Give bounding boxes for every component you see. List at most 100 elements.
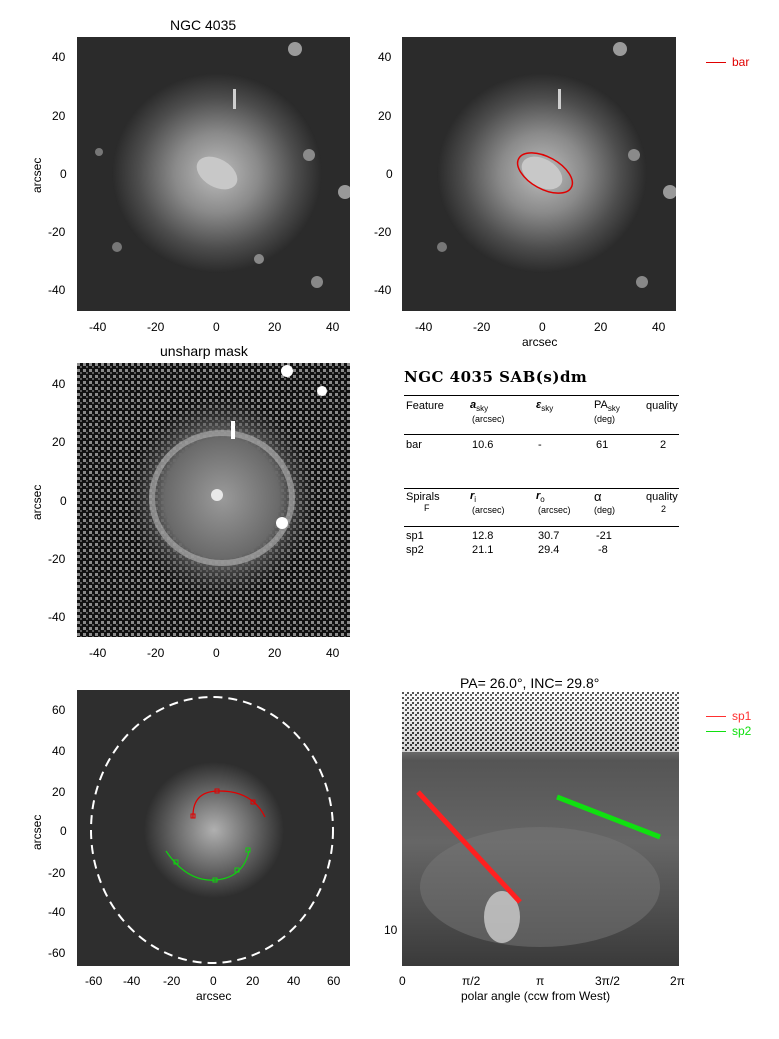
y-axis-label: arcsec: [30, 814, 44, 850]
legend-sp2-label: sp2: [732, 724, 752, 738]
header-pa-sym: PA: [594, 399, 608, 411]
bar-row-pa: 61: [596, 439, 609, 451]
legend-sp2-line: [706, 731, 726, 733]
x-tick: 40: [326, 320, 340, 334]
spiral-header-alpha: α: [594, 489, 602, 504]
header-e-sky: εsky: [536, 399, 553, 413]
table-rule: [404, 395, 679, 396]
x-tick: 0: [213, 320, 220, 334]
spiral-fit-line-sp1: [416, 790, 522, 904]
header-pa-unit: (deg): [594, 414, 616, 424]
spiral-row-ri: 12.8: [472, 530, 494, 542]
header-pa-sky: PAsky: [594, 399, 620, 413]
header-pa-sub: sky: [607, 404, 620, 414]
x-tick: -20: [147, 646, 165, 660]
x-axis-label: arcsec: [522, 335, 558, 349]
x-tick: 40: [326, 646, 340, 660]
legend-sp1: sp1: [706, 709, 751, 723]
x-tick: -20: [147, 320, 165, 334]
header-a-sub: sky: [476, 404, 489, 414]
y-tick: 0: [60, 167, 67, 181]
legend-bar-label: bar: [732, 55, 750, 69]
header-a-unit: (arcsec): [472, 414, 505, 424]
y-tick: 0: [60, 494, 67, 508]
y-tick: -20: [48, 866, 66, 880]
table-title: NGC 4035 SAB(s)dm: [404, 368, 588, 386]
table-rule: [404, 434, 679, 435]
unsharp-mask-panel: [77, 363, 350, 637]
x-tick: 40: [287, 974, 301, 988]
spiral-row-ro: 29.4: [538, 544, 560, 556]
legend-sp1-label: sp1: [732, 709, 752, 723]
galaxy-bar-fit-panel: [402, 37, 676, 311]
spiral-fit-line-sp2: [556, 794, 661, 840]
legend-bar-line: [706, 62, 726, 64]
polar-projection-image: [402, 692, 679, 966]
y-tick: -40: [48, 905, 66, 919]
spiral-header-quality: quality: [646, 491, 678, 503]
y-tick: 10: [384, 923, 398, 937]
spiral-header-ro-unit: (arcsec): [538, 505, 571, 515]
spiral-header-ro: ro: [536, 490, 545, 504]
x-tick: 0: [399, 974, 406, 988]
header-e-sub: sky: [541, 404, 554, 414]
y-tick: 40: [52, 744, 66, 758]
y-tick: -20: [48, 552, 66, 566]
y-tick: 40: [378, 50, 392, 64]
spiral-arm-sp2: [165, 850, 250, 881]
x-tick: 0: [213, 646, 220, 660]
spiral-header-feature-sub: F: [424, 503, 430, 513]
header-e-sym: ε: [536, 399, 542, 411]
x-tick: 0: [539, 320, 546, 334]
y-tick: -40: [374, 283, 392, 297]
y-tick: -20: [374, 225, 392, 239]
y-tick: 20: [378, 109, 392, 123]
spiral-header-ro-sym: r: [536, 490, 541, 502]
legend-sp1-line: [706, 716, 726, 718]
y-tick: 0: [60, 824, 67, 838]
y-tick: -40: [48, 610, 66, 624]
galaxy-image-panel: [77, 37, 350, 311]
y-tick: 40: [52, 50, 66, 64]
x-tick: π: [536, 974, 545, 988]
x-tick: π/2: [462, 974, 481, 988]
legend-sp2: sp2: [706, 724, 751, 738]
y-tick: 0: [386, 167, 393, 181]
x-tick: 20: [246, 974, 260, 988]
spiral-header-ri-unit: (arcsec): [472, 505, 505, 515]
x-tick: 40: [652, 320, 666, 334]
bar-row-e: -: [538, 439, 542, 451]
y-tick: 20: [52, 435, 66, 449]
spiral-header-ri-sym: r: [470, 490, 475, 502]
y-tick: 20: [52, 109, 66, 123]
legend-bar: bar: [706, 55, 749, 69]
spiral-header-ri: ri: [470, 490, 476, 504]
spiral-row-alpha: -21: [596, 530, 612, 542]
x-tick: 0: [210, 974, 217, 988]
x-tick: -20: [163, 974, 181, 988]
x-tick: 60: [327, 974, 341, 988]
y-tick: 60: [52, 703, 66, 717]
x-tick: -20: [473, 320, 491, 334]
header-feature: Feature: [406, 400, 444, 412]
y-tick: 20: [52, 785, 66, 799]
y-tick: -40: [48, 283, 66, 297]
spiral-header-quality-sub: 2: [661, 504, 667, 514]
x-tick: -40: [89, 646, 107, 660]
spiral-header-ro-sub: o: [540, 495, 545, 505]
spiral-header-feature: Spirals: [406, 491, 440, 503]
disk-outline: [90, 696, 334, 964]
x-tick: -40: [123, 974, 141, 988]
y-tick: 40: [52, 377, 66, 391]
spiral-row-name: sp2: [406, 544, 424, 556]
x-tick: 20: [268, 646, 282, 660]
spiral-fit-image: [77, 690, 350, 966]
spiral-row-ri: 21.1: [472, 544, 494, 556]
galaxy-bar-image: [402, 37, 676, 311]
unsharp-mask-image: [77, 363, 350, 637]
x-tick: 2π: [670, 974, 685, 988]
x-tick: -40: [89, 320, 107, 334]
header-a-sky: asky: [470, 399, 488, 413]
y-tick: -60: [48, 946, 66, 960]
bar-row-a: 10.6: [472, 439, 494, 451]
